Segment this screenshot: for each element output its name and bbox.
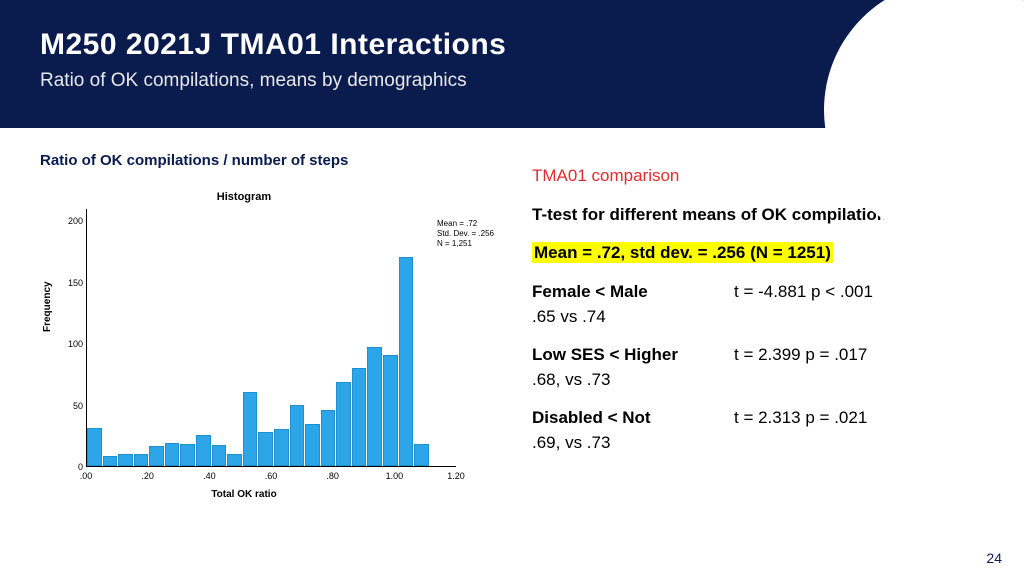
chart-panel: Ratio of OK compilations / number of ste… (34, 152, 504, 558)
y-tick-label: 200 (64, 216, 86, 226)
histogram-bar (243, 392, 258, 466)
histogram-bar (383, 355, 398, 466)
x-tick-label: .40 (203, 471, 216, 481)
x-tick-label: .20 (141, 471, 154, 481)
histogram-bar (87, 428, 102, 466)
histogram-bar (321, 410, 336, 467)
histogram-bar (352, 368, 367, 466)
test-label: Low SES < Higher (532, 343, 706, 368)
test-sub: .69, vs .73 (532, 431, 994, 456)
histogram-bar (274, 429, 289, 466)
y-tick-label: 50 (64, 401, 86, 411)
histogram-bar (336, 382, 351, 466)
histogram-bar (399, 257, 414, 466)
histogram-bar (149, 446, 164, 466)
histogram-bar (212, 445, 227, 466)
test-sub: .68, vs .73 (532, 368, 994, 393)
histogram-bar (227, 454, 242, 466)
summary-highlight: Mean = .72, std dev. = .256 (N = 1251) (532, 242, 833, 263)
histogram-title: Histogram (34, 191, 454, 203)
x-axis-label: Total OK ratio (34, 489, 454, 500)
test-stat: t = 2.399 p = .017 (734, 343, 867, 368)
test-row: Female < Male t = -4.881 p < .001 (532, 280, 994, 305)
x-tick-label: .80 (326, 471, 339, 481)
histogram-bar (118, 454, 133, 466)
histogram-bar (258, 432, 273, 466)
x-tick-label: .60 (265, 471, 278, 481)
histogram-bar (165, 443, 180, 466)
slide-title: M250 2021J TMA01 Interactions (40, 28, 984, 62)
histogram-bar (134, 454, 149, 466)
test-row: Disabled < Not t = 2.313 p = .021 (532, 406, 994, 431)
y-tick-label: 150 (64, 278, 86, 288)
histogram-chart: Histogram Mean = .72 Std. Dev. = .256 N … (34, 187, 494, 507)
test-stat: t = -4.881 p < .001 (734, 280, 873, 305)
test-label: Disabled < Not (532, 406, 706, 431)
test-results: Female < Male t = -4.881 p < .001 .65 vs … (532, 280, 994, 456)
histogram-bar (180, 444, 195, 466)
slide-header: M250 2021J TMA01 Interactions Ratio of O… (0, 0, 1024, 128)
histogram-bar (367, 347, 382, 466)
slide-subtitle: Ratio of OK compilations, means by demog… (40, 70, 984, 92)
x-tick-label: 1.20 (447, 471, 465, 481)
histogram-bars (86, 209, 456, 467)
plot-area (86, 209, 456, 467)
histogram-bar (305, 424, 320, 466)
test-row: Low SES < Higher t = 2.399 p = .017 (532, 343, 994, 368)
test-stat: t = 2.313 p = .021 (734, 406, 867, 431)
histogram-bar (196, 435, 211, 466)
x-tick-label: 1.00 (386, 471, 404, 481)
histogram-bar (290, 405, 305, 466)
chart-section-title: Ratio of OK compilations / number of ste… (40, 152, 504, 169)
histogram-bar (103, 456, 118, 466)
page-number: 24 (986, 550, 1002, 566)
histogram-bar (414, 444, 429, 466)
test-label: Female < Male (532, 280, 706, 305)
y-tick-label: 100 (64, 339, 86, 349)
x-tick-label: .00 (80, 471, 93, 481)
y-axis-label: Frequency (42, 281, 53, 332)
summary-line: Mean = .72, std dev. = .256 (N = 1251) (532, 241, 994, 266)
test-sub: .65 vs .74 (532, 305, 994, 330)
